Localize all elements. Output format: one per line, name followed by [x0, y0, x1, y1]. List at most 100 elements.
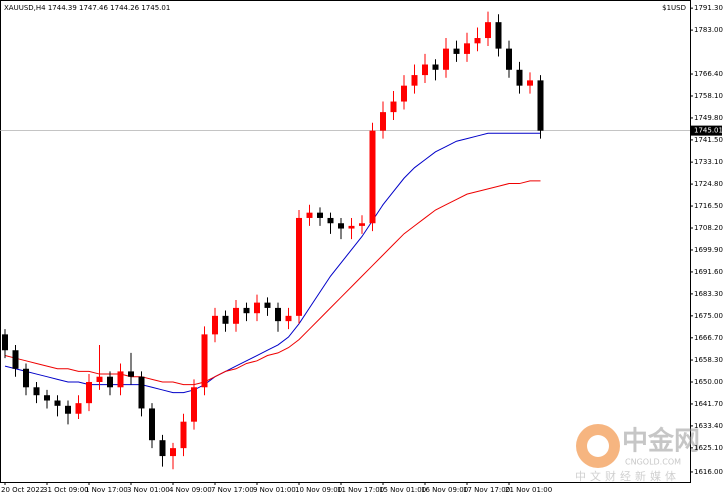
- x-tick-label: 1 Nov 17:00: [85, 486, 128, 494]
- candle-body: [327, 217, 334, 224]
- plot-frame: [0, 0, 691, 483]
- candle-body: [201, 334, 208, 388]
- candle-body: [453, 48, 460, 54]
- x-tick-label: 9 Nov 01:00: [253, 486, 296, 494]
- watermark-brand: 中金网: [622, 426, 700, 457]
- x-tick-label: 3 Nov 01:00: [127, 486, 170, 494]
- x-tick-label: 11 Nov 17:00: [337, 486, 384, 494]
- candle-body: [159, 440, 166, 457]
- candle-body: [233, 307, 239, 324]
- watermark-logo-inner: [587, 435, 609, 457]
- x-tick-label: 31 Oct 09:00: [43, 486, 89, 494]
- candle-body: [306, 212, 313, 218]
- y-tick-label: 1641.70: [694, 400, 723, 408]
- y-tick-label: 1633.40: [694, 422, 723, 430]
- candle-body: [170, 448, 176, 457]
- y-tick-label: 1791.30: [694, 4, 723, 12]
- y-tick-label: 1783.00: [694, 26, 723, 34]
- candle-body: [75, 403, 82, 414]
- y-tick-label: 1699.90: [694, 246, 723, 254]
- candle-body: [474, 38, 481, 44]
- candle-body: [338, 223, 344, 229]
- candle-body: [285, 315, 292, 322]
- candle-body: [369, 130, 376, 224]
- candle-body: [191, 387, 197, 422]
- current-price-box: [690, 125, 722, 136]
- y-tick-label: 1733.10: [694, 158, 723, 166]
- candle-body: [359, 223, 365, 226]
- candle-body: [527, 80, 533, 86]
- candle-body: [2, 334, 8, 351]
- y-tick-label: 1749.80: [694, 114, 723, 122]
- candle-body: [516, 69, 523, 86]
- candle-body: [254, 302, 260, 314]
- x-tick-label: 17 Nov 17:00: [463, 486, 510, 494]
- candle-body: [506, 48, 512, 70]
- y-tick-label: 1758.10: [694, 92, 723, 100]
- chart-title: XAUUSD,H4 1744.39 1747.46 1744.26 1745.0…: [4, 4, 170, 12]
- y-tick-label: 1675.00: [694, 312, 723, 320]
- x-tick-label: 7 Nov 17:00: [211, 486, 254, 494]
- watermark-slogan: 中文财经新媒体: [575, 469, 680, 483]
- candle-body: [432, 64, 439, 70]
- x-tick-label: 4 Nov 09:00: [169, 486, 212, 494]
- candle-body: [348, 225, 355, 229]
- y-tick-label: 1766.40: [694, 70, 723, 78]
- candle-body: [390, 101, 397, 113]
- moving-average-line: [4, 132, 541, 394]
- candle-body: [44, 395, 50, 401]
- candle-body: [401, 85, 407, 102]
- candle-body: [117, 371, 124, 388]
- moving-average-line: [4, 180, 541, 386]
- candle-body: [537, 80, 544, 131]
- candle-body: [485, 22, 491, 39]
- candle-body: [443, 48, 449, 70]
- y-tick-label: 1716.50: [694, 202, 723, 210]
- watermark-site: CNGOLD.COM: [625, 458, 681, 467]
- candle-body: [411, 75, 418, 86]
- x-tick-label: 21 Nov 01:00: [505, 486, 552, 494]
- x-tick-label: 10 Nov 09:00: [295, 486, 342, 494]
- candle-body: [495, 22, 502, 49]
- candle-body: [212, 315, 218, 335]
- candle-body: [23, 368, 29, 388]
- candle-body: [380, 112, 386, 131]
- y-tick-label: 1708.20: [694, 224, 723, 232]
- y-tick-label: 1724.80: [694, 180, 723, 188]
- candle-body: [65, 405, 71, 414]
- x-tick-label: 20 Oct 2022: [1, 486, 44, 494]
- y-tick-label: 1666.70: [694, 334, 723, 342]
- y-tick-label: 1650.00: [694, 378, 723, 386]
- watermark: 中金网 CNGOLD.COM 中文财经新媒体: [575, 424, 700, 483]
- chart-subtitle: $1USD: [662, 4, 686, 12]
- candle-body: [33, 387, 40, 396]
- candle-body: [296, 217, 302, 316]
- y-tick-label: 1741.50: [694, 136, 723, 144]
- current-price-label: 1745.01: [694, 127, 723, 135]
- candle-body: [138, 376, 145, 409]
- candle-body: [275, 307, 281, 322]
- y-tick-label: 1683.30: [694, 290, 723, 298]
- candle-body: [54, 400, 61, 406]
- candle-body: [422, 64, 428, 76]
- y-tick-label: 1625.10: [694, 444, 723, 452]
- candle-body: [128, 371, 134, 377]
- candle-body: [149, 408, 155, 441]
- candle-body: [222, 315, 229, 324]
- y-tick-label: 1616.00: [694, 468, 723, 476]
- y-tick-label: 1658.30: [694, 356, 723, 364]
- candle-body: [180, 421, 187, 449]
- candle-body: [86, 381, 92, 404]
- candle-body: [96, 376, 103, 382]
- candle-body: [12, 350, 19, 369]
- candle-body: [243, 307, 250, 314]
- x-tick-label: 16 Nov 09:00: [421, 486, 468, 494]
- candle-body: [107, 376, 113, 388]
- y-tick-label: 1691.60: [694, 268, 723, 276]
- x-tick-label: 15 Nov 01:00: [379, 486, 426, 494]
- candle-body: [264, 302, 271, 308]
- candle-body: [464, 43, 470, 54]
- candle-body: [317, 212, 323, 218]
